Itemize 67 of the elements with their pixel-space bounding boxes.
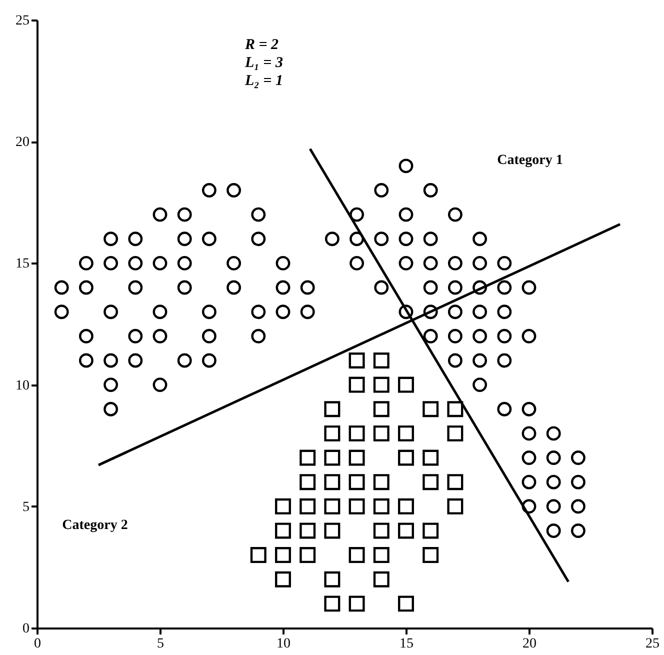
- point: [422, 401, 439, 418]
- point: [373, 474, 390, 490]
- x-tick-label: 15: [400, 636, 414, 652]
- point: [447, 498, 464, 514]
- point: [373, 401, 390, 418]
- point: [300, 498, 316, 514]
- point: [275, 522, 291, 539]
- annotation: Category 1: [497, 153, 563, 168]
- x-tick-label: 25: [646, 636, 660, 652]
- point: [250, 547, 266, 564]
- annotation: Category 2: [62, 518, 128, 533]
- point: [348, 352, 365, 368]
- point: [324, 401, 340, 418]
- point: [422, 474, 439, 490]
- point: [398, 498, 414, 514]
- point: [422, 547, 439, 564]
- y-tick-label: 15: [16, 256, 30, 272]
- point: [373, 571, 390, 588]
- point: [324, 450, 340, 466]
- point: [348, 596, 365, 612]
- point: [398, 522, 414, 539]
- point: [348, 547, 365, 564]
- point: [348, 498, 365, 514]
- x-tick-label: 10: [276, 636, 290, 652]
- y-tick-label: 25: [16, 14, 30, 28]
- point: [447, 401, 464, 418]
- y-tick-label: 0: [22, 622, 30, 636]
- y-tick-label: 20: [16, 135, 30, 150]
- point: [398, 596, 414, 612]
- x-tick-label: 20: [522, 636, 536, 652]
- point: [398, 450, 414, 466]
- point: [373, 547, 390, 564]
- point: [324, 498, 340, 514]
- point: [373, 352, 390, 368]
- point: [275, 498, 291, 514]
- point: [373, 498, 390, 514]
- point: [398, 425, 414, 442]
- point: [324, 522, 340, 539]
- point: [300, 474, 316, 490]
- point: [422, 522, 439, 539]
- point: [373, 522, 390, 539]
- point: [398, 376, 414, 393]
- y-tick-label: 10: [16, 378, 30, 394]
- x-tick-label: 0: [34, 636, 41, 652]
- point: [300, 450, 316, 466]
- point: [373, 425, 390, 442]
- point: [324, 474, 340, 490]
- point: [422, 450, 439, 466]
- point: [447, 474, 464, 490]
- point: [373, 376, 390, 393]
- point: [348, 376, 365, 393]
- point: [324, 596, 340, 612]
- point: [324, 571, 340, 588]
- y-tick-label: 5: [22, 500, 30, 515]
- point: [275, 571, 291, 588]
- point: [300, 522, 316, 539]
- x-tick-label: 5: [157, 636, 164, 652]
- point: [275, 547, 291, 564]
- point: [348, 425, 365, 442]
- annotation: L₁ = 3: [244, 55, 284, 71]
- point: [300, 547, 316, 564]
- point: [348, 474, 365, 490]
- point: [348, 450, 365, 466]
- annotation: L₂ = 1: [244, 73, 283, 89]
- point: [447, 425, 464, 442]
- annotation: R = 2: [244, 37, 280, 53]
- point: [324, 425, 340, 442]
